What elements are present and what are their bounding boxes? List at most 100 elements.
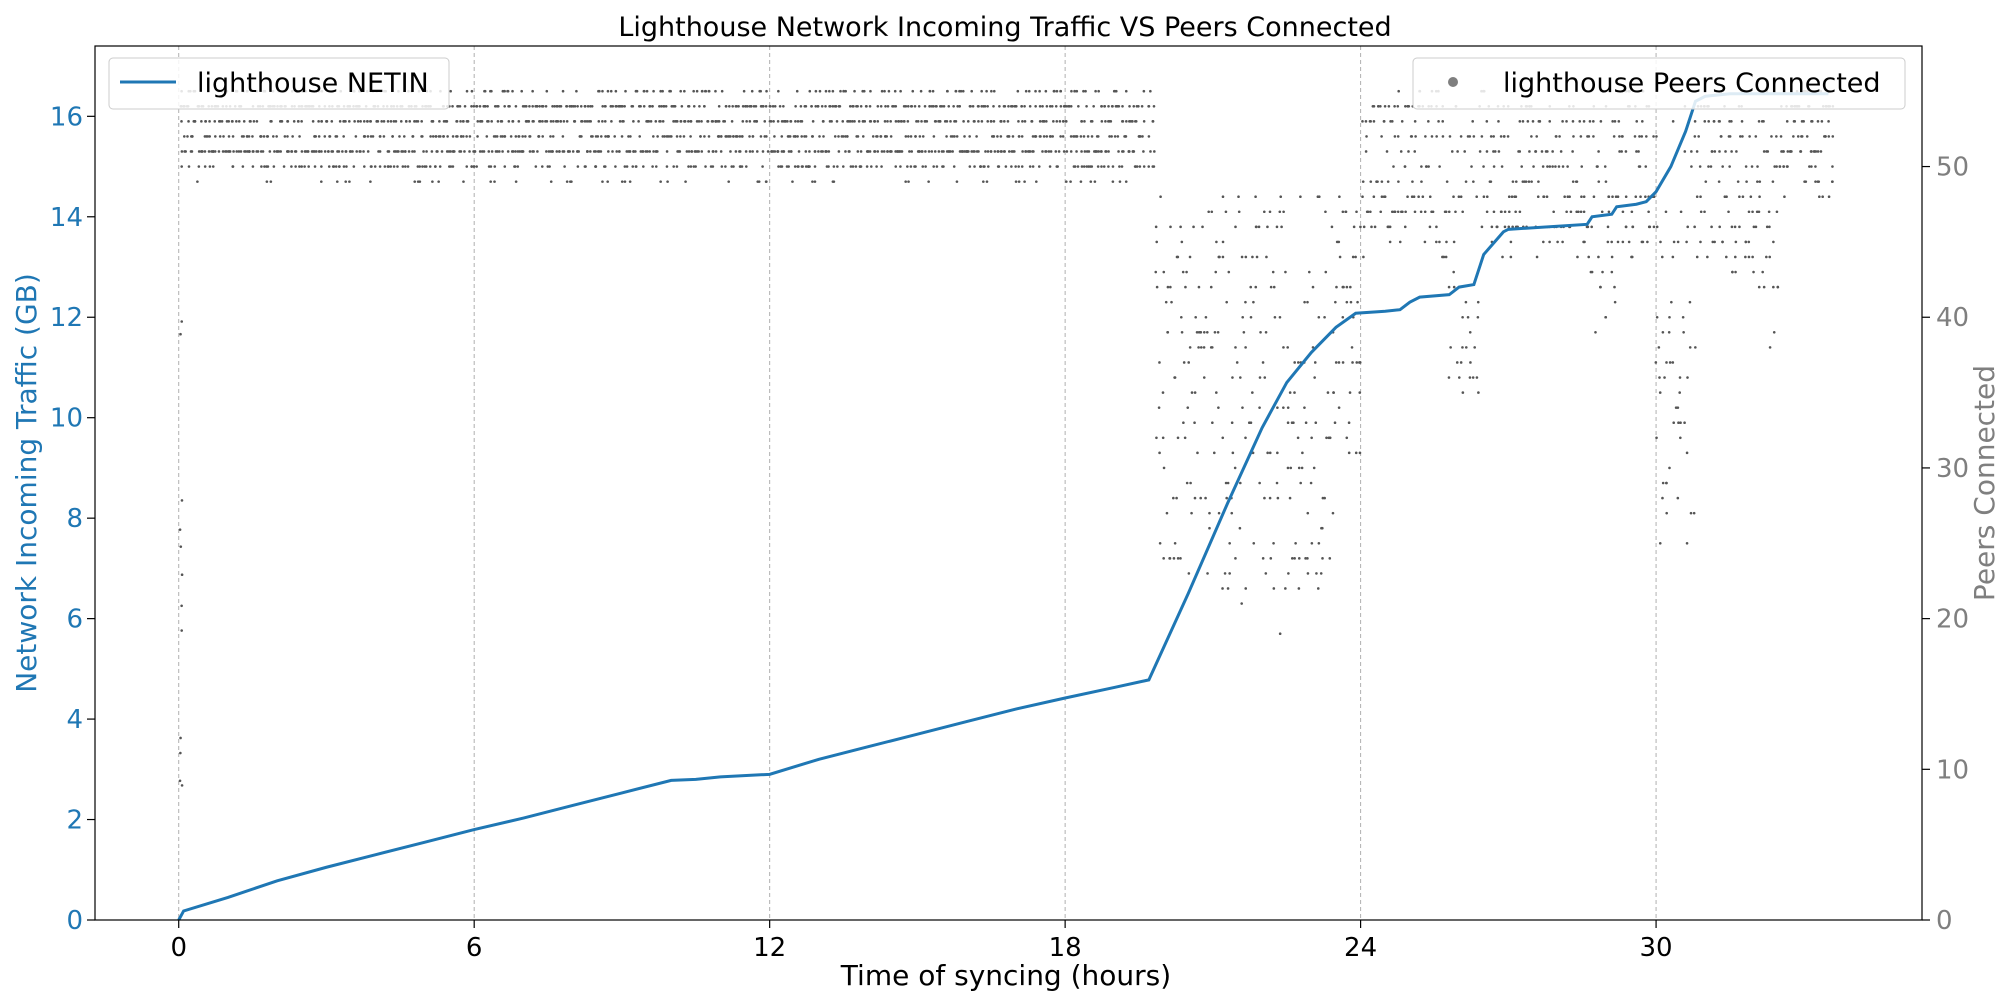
peer-point bbox=[1334, 361, 1338, 364]
peer-point bbox=[1024, 150, 1028, 153]
peer-point bbox=[604, 135, 607, 138]
peer-point bbox=[341, 150, 344, 153]
peer-point bbox=[1180, 315, 1183, 319]
peer-point bbox=[1646, 240, 1649, 244]
peer-point bbox=[1028, 165, 1032, 168]
peer-point bbox=[211, 165, 215, 168]
peer-point bbox=[853, 89, 856, 93]
peer-point bbox=[252, 150, 255, 153]
peer-point bbox=[1676, 496, 1680, 500]
peer-point bbox=[1151, 120, 1155, 123]
peer-point bbox=[449, 89, 452, 93]
peer-point bbox=[1240, 255, 1244, 259]
peer-point bbox=[1476, 300, 1480, 304]
peer-point bbox=[180, 120, 183, 123]
peer-point bbox=[266, 165, 270, 168]
peer-point bbox=[621, 120, 624, 123]
peer-point bbox=[437, 180, 440, 183]
peer-point bbox=[1537, 180, 1540, 183]
peer-point bbox=[1546, 150, 1549, 153]
peer-point bbox=[844, 135, 847, 138]
peer-point bbox=[462, 180, 465, 183]
peer-point bbox=[818, 89, 822, 93]
peer-point bbox=[1344, 210, 1347, 214]
peer-point bbox=[1600, 210, 1604, 214]
peer-point bbox=[307, 165, 310, 168]
peer-point bbox=[1676, 240, 1680, 244]
peer-point bbox=[277, 150, 281, 153]
peer-point bbox=[1466, 315, 1470, 319]
peer-point bbox=[1775, 165, 1778, 168]
peer-point bbox=[401, 165, 405, 168]
peer-point bbox=[1258, 481, 1261, 485]
peer-point bbox=[1373, 225, 1377, 229]
peer-point bbox=[449, 165, 453, 168]
peer-point bbox=[824, 150, 827, 153]
peer-point bbox=[662, 104, 666, 108]
peer-point bbox=[1366, 210, 1370, 214]
peer-point bbox=[189, 150, 193, 153]
peer-point bbox=[865, 104, 868, 108]
peer-point bbox=[761, 165, 764, 168]
peer-point bbox=[745, 120, 748, 123]
peer-point bbox=[980, 104, 984, 108]
peer-point bbox=[520, 89, 524, 93]
peer-point bbox=[734, 150, 738, 153]
peer-point bbox=[1740, 120, 1744, 123]
peer-point bbox=[1388, 240, 1392, 244]
peer-point bbox=[1459, 135, 1463, 138]
peer-point bbox=[668, 135, 672, 138]
peer-point bbox=[475, 165, 478, 168]
peer-point bbox=[838, 104, 842, 108]
peer-point bbox=[1790, 150, 1793, 153]
peer-point bbox=[1712, 120, 1716, 123]
peer-point bbox=[1390, 210, 1394, 214]
peer-point bbox=[292, 120, 296, 123]
peer-point bbox=[186, 135, 189, 138]
peer-point bbox=[228, 150, 231, 153]
peer-point bbox=[1159, 195, 1162, 198]
peer-point bbox=[1613, 285, 1616, 289]
peer-point bbox=[1128, 104, 1131, 108]
peer-point bbox=[1258, 406, 1261, 409]
peer-point bbox=[571, 150, 575, 153]
peer-point bbox=[1188, 346, 1192, 349]
peer-point bbox=[440, 150, 444, 153]
peer-point bbox=[814, 89, 818, 93]
peer-point bbox=[952, 104, 955, 108]
peer-point bbox=[634, 150, 637, 153]
peer-point bbox=[570, 104, 573, 108]
peer-point bbox=[213, 150, 217, 153]
peer-point bbox=[1221, 587, 1224, 590]
peer-point bbox=[1225, 300, 1228, 304]
peer-point bbox=[1571, 120, 1575, 123]
peer-point bbox=[986, 150, 990, 153]
peer-point bbox=[813, 150, 817, 153]
peer-point bbox=[294, 165, 297, 168]
peer-point bbox=[1499, 135, 1503, 138]
peer-point bbox=[601, 120, 604, 123]
peer-point bbox=[1045, 135, 1049, 138]
peer-point bbox=[1149, 89, 1152, 93]
x-gridlines bbox=[178, 46, 1657, 920]
peer-point bbox=[196, 180, 199, 183]
peer-point bbox=[873, 120, 876, 123]
peer-point bbox=[764, 104, 768, 108]
peer-point bbox=[927, 180, 930, 183]
peer-point bbox=[1751, 210, 1754, 214]
peer-point bbox=[1802, 120, 1805, 123]
peer-point bbox=[1272, 541, 1275, 545]
peer-point bbox=[208, 135, 212, 138]
peer-point bbox=[720, 165, 724, 168]
peer-point bbox=[429, 135, 432, 138]
peer-point bbox=[830, 120, 833, 123]
peer-point bbox=[1310, 541, 1314, 545]
peer-point bbox=[434, 135, 438, 138]
peer-point bbox=[1079, 135, 1083, 138]
peer-point bbox=[913, 165, 916, 168]
peer-point bbox=[516, 165, 520, 168]
y-left-tick-label: 4 bbox=[66, 705, 83, 735]
peer-point bbox=[663, 135, 666, 138]
peer-point bbox=[1464, 346, 1468, 349]
peer-point bbox=[992, 120, 996, 123]
